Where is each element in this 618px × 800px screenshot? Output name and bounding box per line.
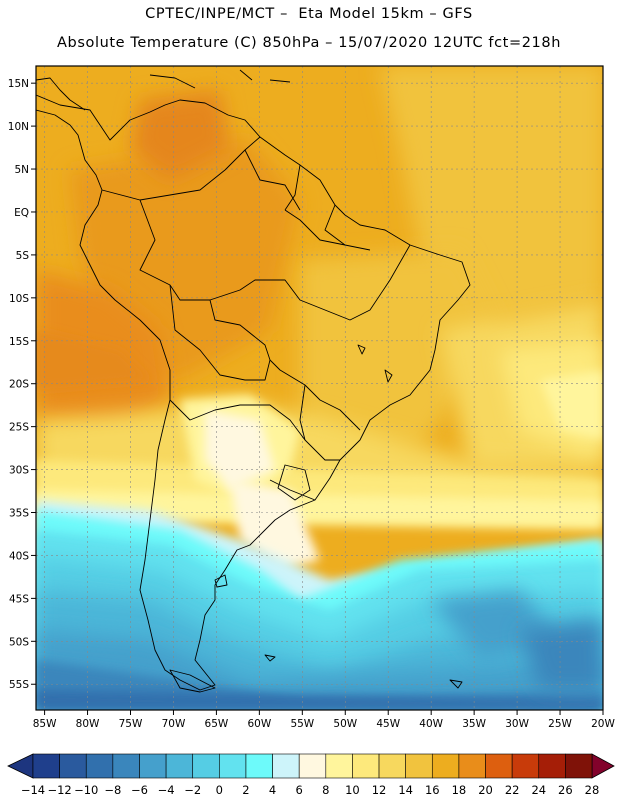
colorbar-swatch — [192, 753, 220, 779]
lat-tick-label: 15N — [8, 78, 29, 90]
lat-tick-label: 55S — [9, 679, 29, 691]
colorbar-label: −12 — [47, 783, 71, 797]
colorbar-label: 16 — [425, 783, 440, 797]
colorbar-label: −8 — [104, 783, 121, 797]
lon-tick-label: 45W — [376, 718, 400, 730]
colorbar-label: 14 — [398, 783, 413, 797]
gridlines — [36, 66, 603, 710]
colorbar-swatch — [431, 753, 460, 779]
colorbar-label: 22 — [505, 783, 520, 797]
colorbar-swatch — [112, 753, 140, 779]
lat-tick-label: 50S — [9, 636, 29, 648]
colorbar-label: 28 — [585, 783, 600, 797]
lon-tick-label: 35W — [462, 718, 486, 730]
lat-tick-label: 40S — [9, 550, 29, 562]
colorbar-label: 6 — [296, 783, 303, 797]
colorbar-swatch — [139, 753, 167, 779]
colorbar-swatch — [565, 753, 593, 779]
colorbar-swatch — [272, 753, 300, 779]
colorbar-swatch — [85, 753, 114, 779]
colorbar-label: −14 — [21, 783, 45, 797]
lon-tick-label: 25W — [548, 718, 572, 730]
colorbar-over-arrow — [591, 753, 615, 779]
lat-tick-label: 5N — [14, 164, 29, 176]
latitude-axis-labels: 15N 10N 5N EQ 5S 10S 15S 20S 25S 30S 35S 40S 45S 50S 5… — [8, 78, 30, 691]
colorbar-swatch — [325, 753, 353, 779]
colorbar-label: 2 — [242, 783, 249, 797]
colorbar-swatch — [32, 753, 60, 779]
colorbar-swatch — [378, 753, 406, 779]
colorbar-swatch — [245, 753, 273, 779]
lon-tick-label: 85W — [33, 718, 57, 730]
colorbar-swatch — [59, 753, 87, 779]
colorbar-label: 20 — [478, 783, 493, 797]
lat-tick-label: 30S — [9, 465, 29, 477]
colorbar-label: −10 — [74, 783, 98, 797]
lon-tick-label: 75W — [119, 718, 143, 730]
colorbar-label: 12 — [372, 783, 387, 797]
colorbar-swatch — [405, 753, 433, 779]
lon-tick-label: 40W — [419, 718, 443, 730]
axis-ticks — [31, 82, 604, 715]
lat-tick-label: 35S — [9, 508, 29, 520]
colorbar-label: −4 — [158, 783, 175, 797]
temperature-map: 15N 10N 5N EQ 5S 10S 15S 20S 25S 30S 35S 40S 45S 50S 5… — [8, 65, 616, 730]
lon-tick-label: 20W — [591, 718, 615, 730]
map-title-line-1: CPTEC/INPE/MCT – Eta Model 15km – GFS — [145, 6, 473, 22]
map-frame — [35, 65, 604, 711]
colorbar-swatch — [298, 753, 327, 779]
coastline-and-borders — [36, 69, 471, 693]
colorbar-label: −6 — [131, 783, 148, 797]
temperature-colorbar: −14 −12 −10 −8 −6 −4 −2 0 2 4 6 8 10 12 14 16 18 20 22 24 26… — [7, 753, 615, 797]
lon-tick-label: 60W — [247, 718, 271, 730]
lon-tick-label: 65W — [205, 718, 229, 730]
colorbar-label: 18 — [452, 783, 467, 797]
temperature-field — [36, 66, 603, 710]
lat-tick-label: 45S — [9, 593, 29, 605]
lat-tick-label: 10S — [9, 293, 29, 305]
lon-tick-label: 55W — [290, 718, 314, 730]
colorbar-swatch — [219, 753, 247, 779]
lon-tick-label: 50W — [333, 718, 357, 730]
colorbar-swatch — [165, 753, 194, 779]
lat-tick-label: 20S — [9, 379, 29, 391]
lat-tick-label: 15S — [9, 336, 29, 348]
map-title-line-2: Absolute Temperature (C) 850hPa – 15/07/… — [57, 35, 561, 51]
colorbar-label: 0 — [216, 783, 223, 797]
colorbar-swatch — [458, 753, 486, 779]
lat-tick-label: 25S — [9, 422, 29, 434]
colorbar-label: 8 — [322, 783, 329, 797]
colorbar-swatch — [538, 753, 566, 779]
lat-tick-label: 10N — [8, 121, 29, 133]
lon-tick-label: 70W — [162, 718, 186, 730]
lon-tick-label: 80W — [76, 718, 100, 730]
colorbar-swatch — [352, 753, 380, 779]
colorbar-label: 10 — [345, 783, 360, 797]
lon-tick-label: 30W — [505, 718, 529, 730]
lat-tick-label: 5S — [16, 250, 30, 262]
colorbar-label: 26 — [558, 783, 573, 797]
colorbar-label: 4 — [269, 783, 276, 797]
lat-tick-label: EQ — [14, 207, 29, 219]
colorbar-label: 24 — [531, 783, 546, 797]
longitude-axis-labels: 85W 80W 75W 70W 65W 60W 55W 50W 45W 40W 35W 30W 25W 2… — [33, 718, 616, 730]
colorbar-swatch — [511, 753, 540, 779]
colorbar-swatch — [485, 753, 513, 779]
colorbar-label: −2 — [184, 783, 201, 797]
colorbar-under-arrow — [7, 753, 34, 779]
